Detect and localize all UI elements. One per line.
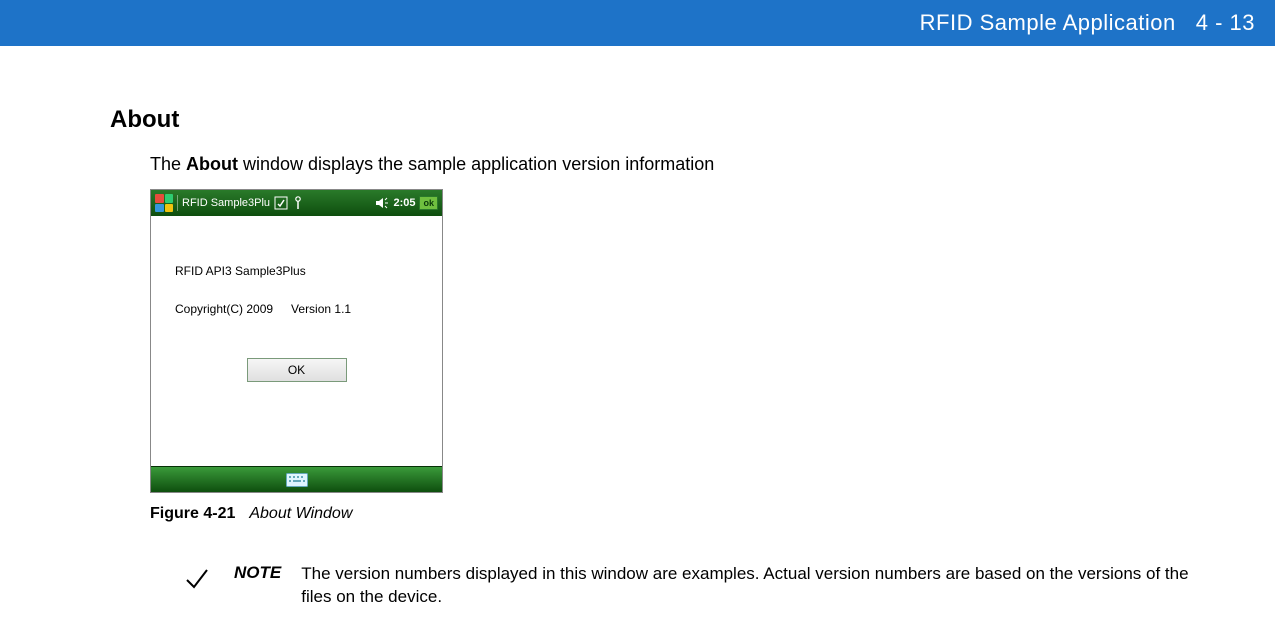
titlebar-app-title: RFID Sample3Plu (182, 197, 270, 209)
intro-prefix: The (150, 154, 186, 174)
device-bottombar (151, 466, 442, 492)
figure-label: Figure 4-21 (150, 505, 235, 522)
note-text: The version numbers displayed in this wi… (301, 563, 1201, 609)
signal-icon[interactable] (292, 196, 304, 210)
about-copyright: Copyright(C) 2009 (175, 302, 273, 316)
note-block: NOTE The version numbers displayed in th… (180, 563, 1275, 609)
titlebar-separator (177, 195, 178, 211)
checkmark-icon (180, 563, 214, 592)
keyboard-icon[interactable] (286, 473, 308, 487)
start-flag-icon[interactable] (155, 194, 173, 212)
titlebar-time: 2:05 (393, 197, 415, 209)
figure-title: About Window (249, 505, 352, 522)
intro-suffix: window displays the sample application v… (238, 154, 714, 174)
titlebar-ok-button[interactable]: ok (419, 196, 438, 210)
device-titlebar: RFID Sample3Plu 2:05 ok (151, 190, 442, 216)
intro-bold: About (186, 154, 238, 174)
about-version: Version 1.1 (291, 302, 351, 316)
page-header: RFID Sample Application 4 - 13 (0, 0, 1275, 46)
header-title: RFID Sample Application (920, 10, 1176, 36)
device-screenshot: RFID Sample3Plu 2:05 ok RFID API3 Sample… (150, 189, 443, 493)
volume-icon[interactable] (375, 197, 389, 209)
page-content: About The About window displays the samp… (0, 46, 1275, 609)
device-body: RFID API3 Sample3Plus Copyright(C) 2009 V… (151, 216, 442, 466)
intro-paragraph: The About window displays the sample app… (150, 154, 1275, 175)
about-app-name: RFID API3 Sample3Plus (175, 264, 306, 278)
ok-button[interactable]: OK (247, 358, 347, 382)
note-label: NOTE (234, 563, 281, 583)
header-page-number: 4 - 13 (1196, 10, 1255, 36)
figure-caption: Figure 4-21 About Window (150, 505, 1275, 523)
section-heading: About (110, 106, 1275, 134)
edit-icon[interactable] (274, 196, 288, 210)
about-copyright-line: Copyright(C) 2009 Version 1.1 (175, 302, 351, 316)
